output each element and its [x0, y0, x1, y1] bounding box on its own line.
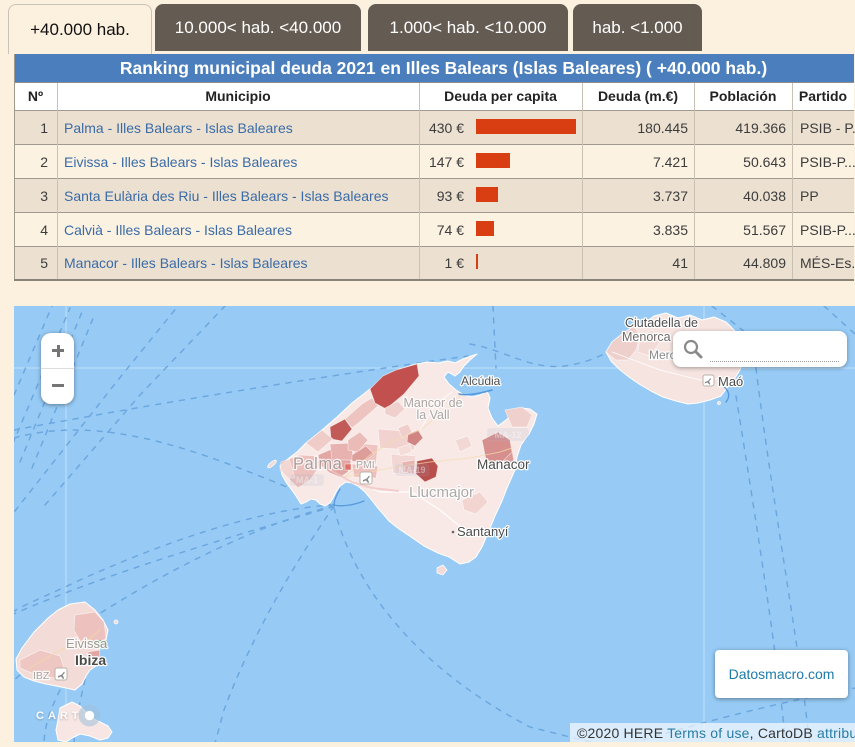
svg-text:PMI: PMI	[356, 459, 375, 471]
svg-text:Mancor de: Mancor de	[403, 396, 462, 410]
svg-text:Llucmajor: Llucmajor	[409, 484, 474, 501]
svg-text:Ciutadella de: Ciutadella de	[625, 316, 698, 330]
svg-text:Palma: Palma	[293, 455, 343, 473]
svg-text:Maó: Maó	[718, 374, 743, 389]
svg-text:Eivissa: Eivissa	[66, 636, 108, 651]
svg-text:Menorca: Menorca	[622, 330, 671, 344]
svg-text:MA-12: MA-12	[494, 430, 521, 440]
svg-text:Ibiza: Ibiza	[75, 652, 106, 668]
svg-text:MA-1: MA-1	[296, 475, 318, 485]
svg-text:Manacor: Manacor	[477, 457, 530, 472]
svg-text:Santanyí: Santanyí	[457, 524, 509, 539]
svg-text:IBZ: IBZ	[33, 670, 50, 682]
svg-text:la Vall: la Vall	[416, 408, 449, 422]
svg-text:Alcúdia: Alcúdia	[461, 374, 501, 388]
svg-text:MA-19: MA-19	[398, 465, 425, 475]
